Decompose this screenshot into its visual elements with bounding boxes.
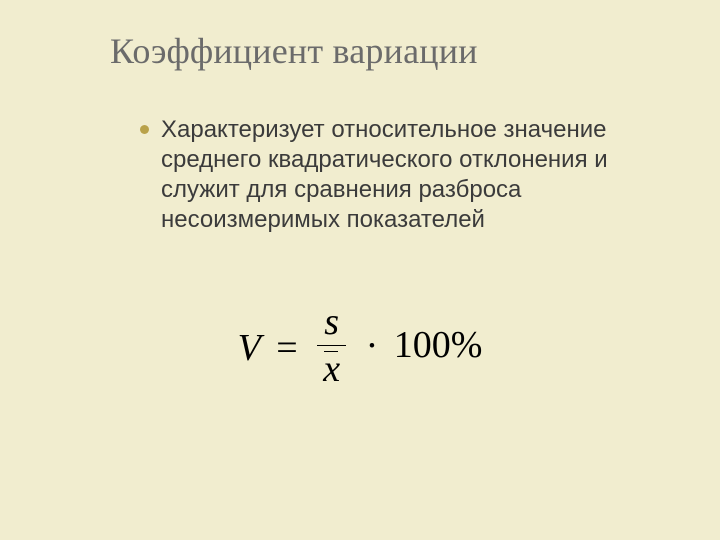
formula-denominator: x	[317, 346, 346, 390]
slide: Коэффициент вариации Характеризует относ…	[0, 0, 720, 540]
formula-unit: %	[451, 324, 483, 366]
slide-title: Коэффициент вариации	[110, 30, 478, 72]
equals-sign: =	[276, 326, 297, 370]
formula-value: 100	[394, 324, 451, 366]
bullet-text: Характеризует относительное значение сре…	[161, 115, 660, 235]
multiply-sign: ·	[366, 324, 379, 368]
formula-numerator: s	[317, 303, 346, 346]
bullet-dot-icon	[140, 125, 149, 134]
formula-fraction: s x	[317, 303, 346, 390]
formula-lhs: V	[238, 326, 261, 370]
bullet-item: Характеризует относительное значение сре…	[140, 115, 660, 235]
formula: V = s x · 100%	[0, 305, 720, 392]
x-bar: x	[323, 350, 340, 390]
